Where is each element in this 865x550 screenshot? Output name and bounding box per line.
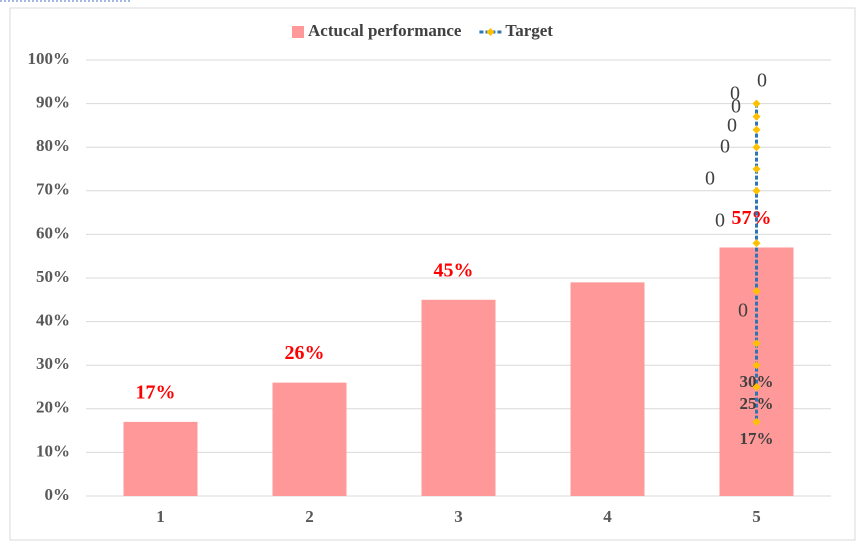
target-marker (752, 339, 761, 348)
data-label: 17% (740, 429, 774, 448)
annotation: 0 (705, 168, 715, 190)
annotation: 0 (730, 83, 740, 105)
legend-label: Target (505, 21, 553, 40)
bar (421, 299, 496, 496)
annotation: 0 (727, 115, 737, 137)
x-tick-label: 5 (752, 507, 761, 526)
target-marker (752, 99, 761, 108)
data-label: 17% (136, 381, 176, 403)
annotation: 0 (738, 300, 748, 322)
target-marker (752, 143, 761, 152)
target-marker (752, 417, 761, 426)
target-marker (752, 361, 761, 370)
y-tick-label: 60% (36, 223, 70, 242)
y-tick-label: 10% (36, 441, 70, 460)
target-marker (752, 287, 761, 296)
bar (272, 382, 347, 496)
x-tick-label: 1 (156, 507, 165, 526)
y-tick-label: 100% (28, 49, 71, 68)
data-label: 30% (740, 372, 774, 391)
legend-label: Actucal performance (308, 21, 462, 40)
y-tick-label: 50% (36, 267, 70, 286)
x-tick-label: 3 (454, 507, 463, 526)
legend-swatch (292, 26, 304, 38)
y-tick-label: 70% (36, 180, 70, 199)
y-tick-label: 80% (36, 136, 70, 155)
annotation: 0 (757, 70, 767, 92)
y-tick-label: 90% (36, 93, 70, 112)
annotation: 0 (720, 136, 730, 158)
annotation: 0 (715, 210, 725, 232)
y-tick-label: 40% (36, 311, 70, 330)
y-tick-label: 20% (36, 398, 70, 417)
target-marker (752, 112, 761, 121)
x-tick-label: 2 (305, 507, 314, 526)
bar (570, 282, 645, 496)
data-label: 45% (434, 259, 474, 281)
target-marker (752, 383, 761, 391)
target-marker (752, 186, 761, 195)
y-tick-label: 30% (36, 354, 70, 373)
annotation: 0 (731, 96, 741, 118)
data-label: 25% (740, 394, 774, 413)
target-marker (752, 239, 761, 248)
legend-marker (486, 28, 495, 36)
bar (123, 421, 198, 496)
target-marker (752, 125, 761, 134)
data-label: 26% (285, 342, 325, 364)
target-marker (752, 165, 761, 173)
x-tick-label: 4 (603, 507, 612, 526)
data-label: 57% (732, 207, 772, 229)
y-tick-label: 0% (45, 485, 71, 504)
